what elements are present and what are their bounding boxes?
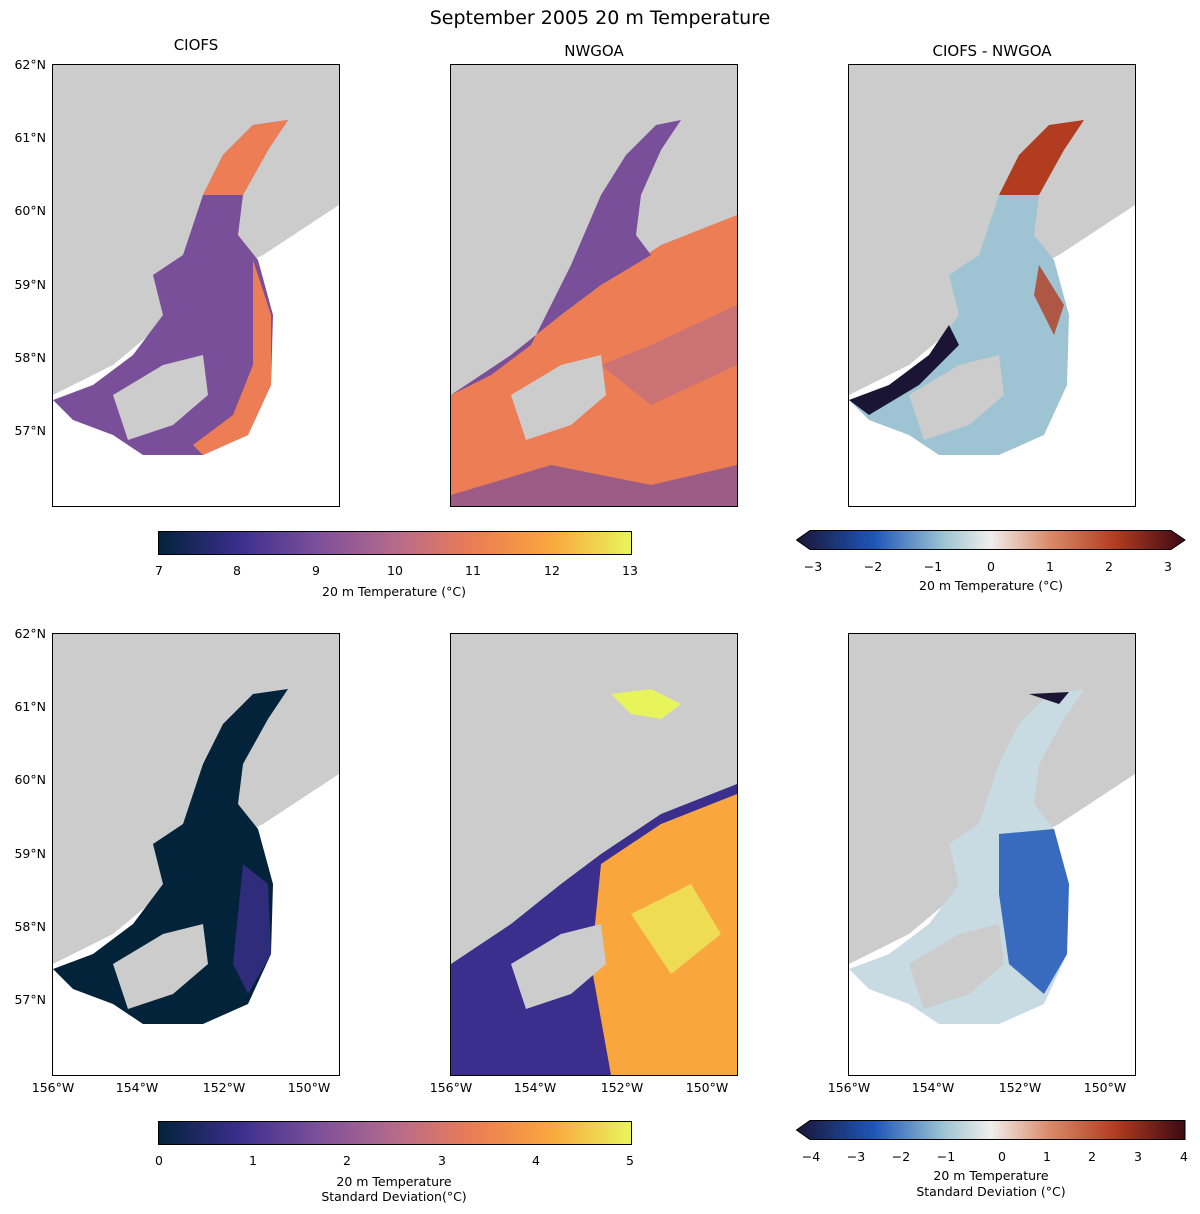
lat-label: 62°N (14, 57, 46, 72)
lat-label: 60°N (14, 203, 46, 218)
colorbar-tick: 1 (1046, 559, 1054, 574)
colorbar-tick: 8 (233, 563, 241, 578)
map-difference-temperature (848, 64, 1136, 507)
shelf-warm-band (193, 260, 271, 455)
ciofs-domain (53, 689, 288, 1024)
colorbar-tick: 0 (155, 1153, 163, 1168)
colorbar-label: 20 m Temperature (°C) (322, 584, 466, 599)
island (511, 355, 606, 440)
colorbar-tick: 2 (343, 1153, 351, 1168)
colorbar-tick: −1 (923, 559, 943, 574)
colorbar-tick: 3 (1134, 1149, 1142, 1164)
lon-label: 152°W (600, 1080, 644, 1095)
colorbar-stddev-difference (796, 1120, 1186, 1140)
lat-label: 59°N (14, 846, 46, 861)
colorbar-label: 20 m Temperature (°C) (919, 578, 1063, 593)
lat-label: 61°N (14, 130, 46, 145)
colorbar-tick: −4 (801, 1149, 821, 1164)
colorbar-temperature-difference (796, 530, 1186, 550)
colorbar-tick: 9 (312, 563, 320, 578)
panel-title-difference: CIOFS - NWGOA (932, 42, 1052, 60)
colorbar-tick: −2 (863, 559, 883, 574)
lon-label: 156°W (31, 1080, 75, 1095)
colorbar-tick: 2 (1105, 559, 1113, 574)
lon-label: 154°W (911, 1080, 955, 1095)
map-difference-stddev (848, 633, 1136, 1076)
colorbar-tick: 0 (987, 559, 995, 574)
colorbar-tick: 3 (438, 1153, 446, 1168)
colorbar-tick: −1 (936, 1149, 956, 1164)
colorbar-tick: 10 (387, 563, 403, 578)
colorbar-tick: −3 (803, 559, 823, 574)
colorbar-tick: 2 (1088, 1149, 1096, 1164)
ciofs-domain (53, 120, 288, 455)
lon-label: 156°W (827, 1080, 871, 1095)
colorbar-label-line1: 20 m Temperature (933, 1168, 1049, 1183)
colorbar-label-line2: Standard Deviation (°C) (916, 1184, 1066, 1199)
lon-label: 150°W (287, 1080, 331, 1095)
map-ciofs-temperature (52, 64, 340, 507)
lat-label: 58°N (14, 350, 46, 365)
island (113, 355, 208, 440)
colorbar-tick: 0 (998, 1149, 1006, 1164)
lon-label: 156°W (429, 1080, 473, 1095)
panel-title-ciofs: CIOFS (173, 36, 219, 54)
lat-label: 61°N (14, 699, 46, 714)
lon-label: 150°W (685, 1080, 729, 1095)
map-ciofs-stddev (52, 633, 340, 1076)
colorbar-tick: −3 (846, 1149, 866, 1164)
lat-label: 60°N (14, 772, 46, 787)
lon-label: 154°W (115, 1080, 159, 1095)
lat-label: 58°N (14, 919, 46, 934)
map-nwgoa-stddev (450, 633, 738, 1076)
island (909, 924, 1004, 1009)
colorbar-label-line2: Standard Deviation(°C) (321, 1189, 467, 1204)
panel-title-nwgoa: NWGOA (564, 42, 624, 60)
colorbar-tick: 1 (249, 1153, 257, 1168)
colorbar-tick: 11 (465, 563, 481, 578)
colorbar-temperature (158, 531, 632, 555)
lat-label: 59°N (14, 277, 46, 292)
map-nwgoa-temperature (450, 64, 738, 507)
lat-label: 57°N (14, 992, 46, 1007)
island (511, 924, 606, 1009)
colorbar-tick: 5 (626, 1153, 634, 1168)
lon-label: 154°W (513, 1080, 557, 1095)
figure-title: September 2005 20 m Temperature (429, 7, 771, 29)
colorbar-tick: 4 (1180, 1149, 1188, 1164)
upper-inlet-warm (203, 120, 288, 195)
lat-label: 57°N (14, 423, 46, 438)
island (909, 355, 1004, 440)
colorbar-tick: 1 (1043, 1149, 1051, 1164)
negative-region (999, 829, 1069, 994)
colorbar-tick: 4 (532, 1153, 540, 1168)
lon-label: 152°W (998, 1080, 1042, 1095)
colorbar-stddev (158, 1121, 632, 1145)
colorbar-label-line1: 20 m Temperature (336, 1174, 452, 1189)
colorbar-tick: 13 (622, 563, 638, 578)
lat-label: 62°N (14, 626, 46, 641)
colorbar-tick: 7 (155, 563, 163, 578)
lon-label: 152°W (202, 1080, 246, 1095)
upper-inlet-positive (999, 120, 1084, 195)
colorbar-tick: 3 (1164, 559, 1172, 574)
western-negative (849, 325, 959, 415)
colorbar-tick: 12 (544, 563, 560, 578)
colorbar-tick: −2 (891, 1149, 911, 1164)
inlet-water (451, 120, 681, 395)
lon-label: 150°W (1083, 1080, 1127, 1095)
island (113, 924, 208, 1009)
